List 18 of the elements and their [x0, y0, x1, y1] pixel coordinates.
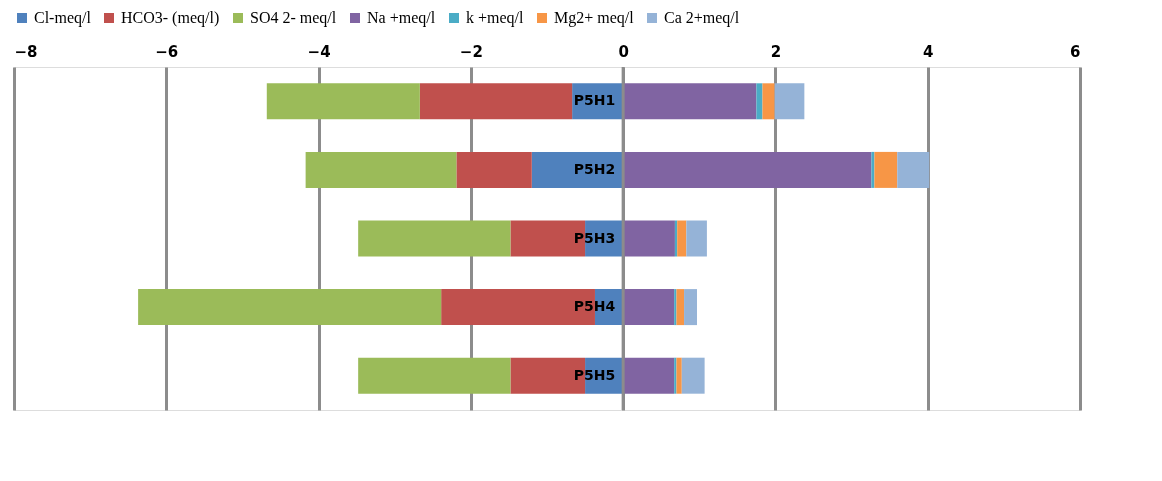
y-tick-label: P5H2	[573, 160, 616, 177]
x-tick-label: 0	[618, 42, 629, 61]
y-tick-label: P5H1	[573, 92, 616, 109]
x-tick-label: −6	[155, 42, 179, 61]
legend-label: k +meq/l	[466, 9, 525, 27]
legend-label: Mg2+ meq/l	[554, 9, 635, 27]
x-tick-label: 6	[1070, 42, 1081, 61]
x-tick-label: 2	[770, 42, 782, 61]
x-tick-label: −2	[459, 42, 483, 61]
x-tick-label: 4	[923, 42, 934, 61]
y-tick-label: P5H4	[573, 298, 616, 315]
legend-label: Na +meq/l	[367, 9, 436, 27]
legend-label: Cl-meq/l	[34, 9, 92, 27]
legend-label: HCO3- (meq/l)	[121, 9, 220, 27]
x-tick-label: −4	[307, 42, 331, 61]
x-tick-label: −8	[14, 42, 38, 61]
legend-label: SO4 2- meq/l	[250, 9, 337, 27]
legend-label: Ca 2+meq/l	[664, 9, 740, 27]
